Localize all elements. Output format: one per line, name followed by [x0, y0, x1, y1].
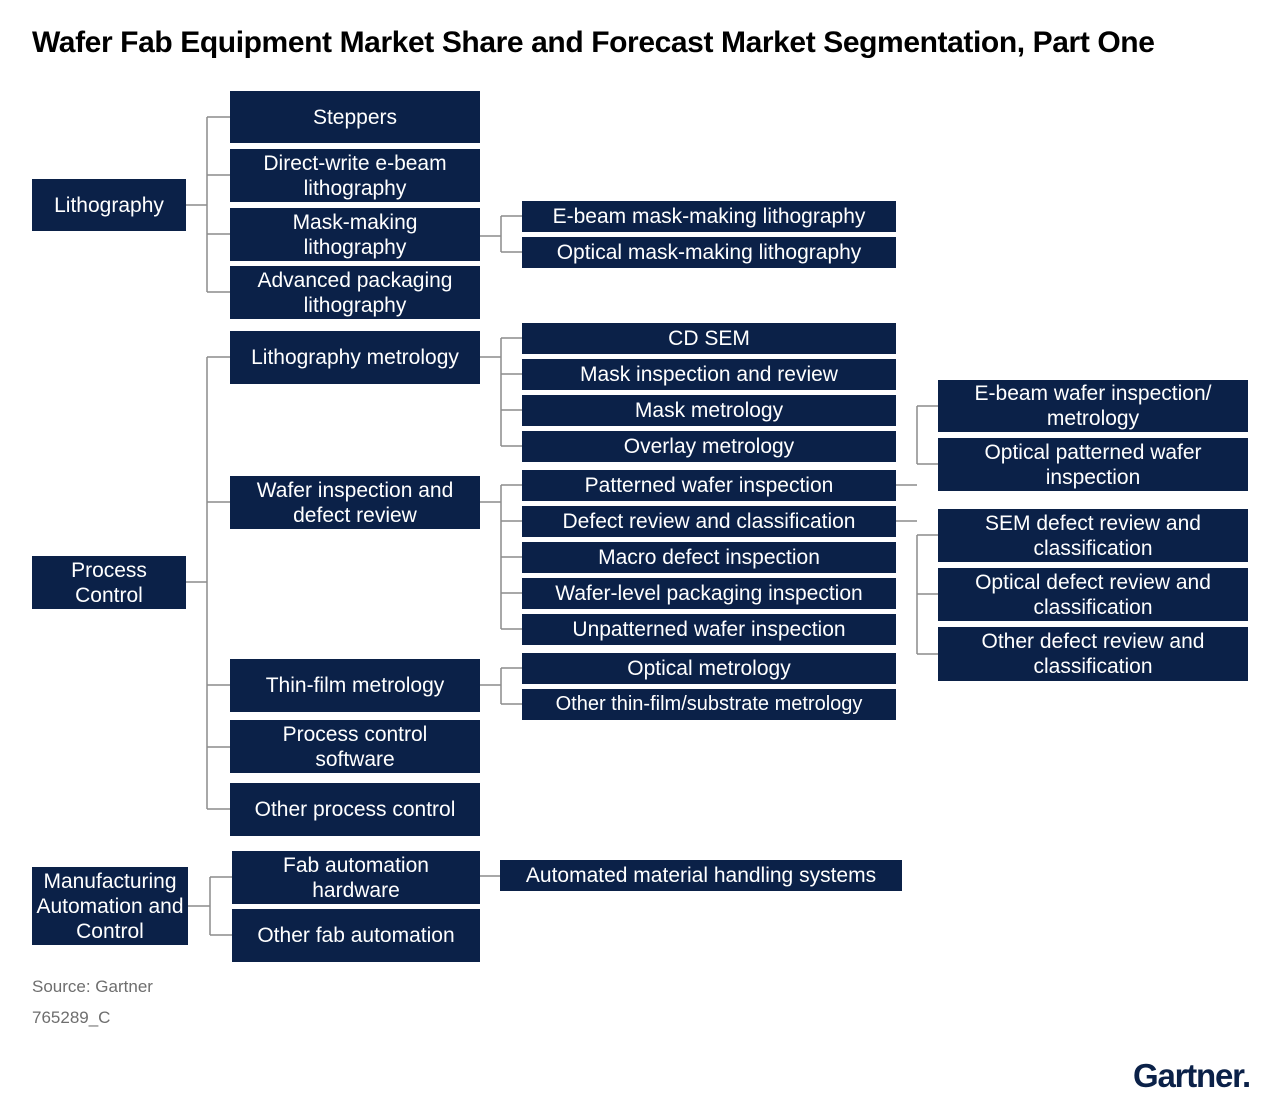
patterned-label: Patterned wafer inspection [584, 474, 834, 497]
pc-software-box: Process control software [230, 720, 480, 773]
other-thin-film-box: Other thin-film/substrate metrology [522, 689, 896, 720]
mask-metrology-label: Mask metrology [634, 399, 784, 422]
optical-patterned-label: Optical patterned wafer inspection [984, 440, 1202, 489]
figure-code: 765289_C [32, 1008, 111, 1027]
mfg-automation-label: Manufacturing Automation and Control [36, 869, 184, 943]
advanced-packaging-box: Advanced packaging lithography [230, 266, 480, 319]
lithography-box: Lithography [32, 179, 186, 231]
optical-metrology-label: Optical metrology [627, 657, 791, 680]
mask-making-box: Mask-making lithography [230, 208, 480, 261]
wafer-inspection-label: Wafer inspection and defect review [256, 478, 454, 527]
advanced-packaging-label: Advanced packaging lithography [257, 268, 453, 317]
other-pc-box: Other process control [230, 783, 480, 836]
litho-metrology-box: Lithography metrology [230, 331, 480, 384]
wlp-label: Wafer-level packaging inspection [555, 582, 863, 605]
mask-inspection-label: Mask inspection and review [580, 363, 838, 386]
optical-metrology-box: Optical metrology [522, 653, 896, 684]
defect-review-box: Defect review and classification [522, 506, 896, 537]
amhs-label: Automated material handling systems [525, 864, 877, 887]
optical-mask-label: Optical mask-making lithography [556, 241, 862, 264]
steppers-label: Steppers [312, 105, 398, 129]
process-control-box: Process Control [32, 556, 186, 609]
mask-making-label: Mask-making lithography [292, 210, 418, 259]
thin-film-label: Thin-film metrology [265, 674, 445, 697]
wafer-inspection-box: Wafer inspection and defect review [230, 476, 480, 529]
optical-defect-box: Optical defect review and classification [938, 568, 1248, 621]
wlp-box: Wafer-level packaging inspection [522, 578, 896, 609]
amhs-box: Automated material handling systems [500, 860, 902, 891]
steppers-box: Steppers [230, 91, 480, 143]
ebeam-mask-label: E-beam mask-making lithography [552, 205, 866, 228]
gartner-logo: Gartner. [1133, 1057, 1251, 1094]
other-fab-label: Other fab automation [257, 924, 455, 947]
mask-metrology-box: Mask metrology [522, 395, 896, 426]
optical-mask-box: Optical mask-making lithography [522, 237, 896, 268]
direct-write-box: Direct-write e-beam lithography [230, 149, 480, 202]
fab-hw-box: Fab automation hardware [232, 851, 480, 904]
lithography-label: Lithography [54, 193, 164, 217]
sem-defect-box: SEM defect review and classification [938, 509, 1248, 562]
page-title: Wafer Fab Equipment Market Share and For… [32, 26, 1155, 59]
defect-review-label: Defect review and classification [562, 510, 856, 533]
pc-software-label: Process control software [282, 722, 428, 771]
fab-hw-label: Fab automation hardware [283, 853, 429, 902]
litho-metrology-label: Lithography metrology [251, 346, 459, 369]
ebeam-mask-box: E-beam mask-making lithography [522, 201, 896, 232]
mask-inspection-box: Mask inspection and review [522, 359, 896, 390]
overlay-box: Overlay metrology [522, 431, 896, 462]
cd-sem-box: CD SEM [522, 323, 896, 354]
other-thin-film-label: Other thin-film/substrate metrology [555, 693, 863, 715]
other-defect-label: Other defect review and classification [981, 630, 1205, 678]
optical-patterned-box: Optical patterned wafer inspection [938, 438, 1248, 491]
source-note: Source: Gartner [32, 977, 153, 996]
mfg-automation-box: Manufacturing Automation and Control [32, 867, 188, 945]
process-control-label: Process Control [71, 558, 147, 607]
other-defect-box: Other defect review and classification [938, 627, 1248, 681]
other-fab-box: Other fab automation [232, 909, 480, 962]
overlay-label: Overlay metrology [623, 435, 795, 458]
unpatterned-box: Unpatterned wafer inspection [522, 614, 896, 645]
cd-sem-label: CD SEM [668, 327, 750, 350]
ebeam-wafer-label: E-beam wafer inspection/ metrology [974, 382, 1212, 430]
other-pc-label: Other process control [254, 798, 456, 821]
patterned-box: Patterned wafer inspection [522, 470, 896, 501]
macro-box: Macro defect inspection [522, 542, 896, 573]
thin-film-box: Thin-film metrology [230, 659, 480, 712]
optical-defect-label: Optical defect review and classification [975, 570, 1211, 619]
unpatterned-label: Unpatterned wafer inspection [572, 618, 846, 641]
macro-label: Macro defect inspection [598, 546, 820, 569]
direct-write-label: Direct-write e-beam lithography [263, 151, 447, 200]
ebeam-wafer-box: E-beam wafer inspection/ metrology [938, 380, 1248, 432]
sem-defect-label: SEM defect review and classification [985, 511, 1201, 560]
